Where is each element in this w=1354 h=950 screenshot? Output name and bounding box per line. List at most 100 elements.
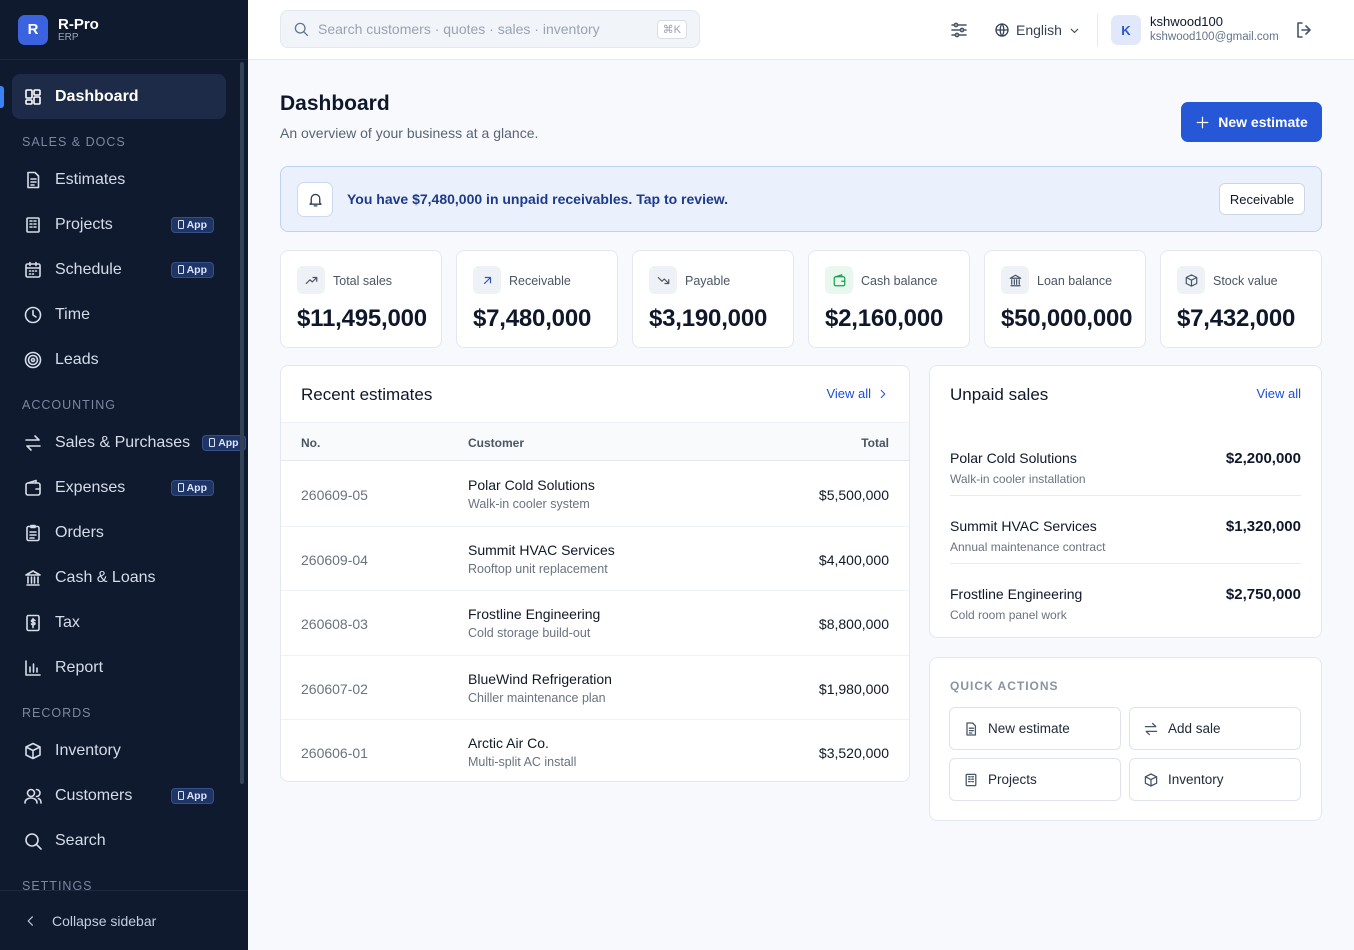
estimate-number: 260606-01 bbox=[301, 745, 368, 761]
nav-item[interactable]: Dashboard bbox=[12, 74, 226, 119]
column-header: No. bbox=[301, 436, 321, 450]
kpi-icon bbox=[473, 266, 501, 294]
quick-action[interactable]: Projects bbox=[949, 758, 1121, 801]
unpaid-item[interactable]: Polar Cold Solutions Walk-in cooler insta… bbox=[950, 428, 1301, 496]
phone-icon bbox=[209, 438, 216, 447]
kpi-card: Stock value $7,432,000 bbox=[1160, 250, 1322, 348]
alert-text: You have $7,480,000 in unpaid receivable… bbox=[347, 191, 729, 207]
receivable-button[interactable]: Receivable bbox=[1219, 183, 1305, 215]
icon bbox=[1185, 273, 1197, 287]
alert-banner[interactable]: You have $7,480,000 in unpaid receivable… bbox=[280, 166, 1322, 232]
divider bbox=[1097, 14, 1098, 46]
column-header: Total bbox=[861, 436, 889, 450]
nav-item[interactable]: Tax bbox=[12, 600, 226, 645]
icon bbox=[1009, 274, 1021, 286]
column-header: Customer bbox=[468, 436, 525, 450]
table-row[interactable]: 260609-04 Summit HVAC Services Rooftop uni… bbox=[281, 527, 909, 591]
nav-item[interactable]: Estimates bbox=[12, 157, 226, 202]
brand[interactable]: R R-Pro ERP bbox=[0, 0, 248, 60]
nav-item[interactable]: Schedule App bbox=[12, 247, 226, 292]
chevron-icon bbox=[880, 389, 886, 398]
shortcut: ⌘K bbox=[656, 20, 687, 39]
filter-button[interactable] bbox=[949, 20, 969, 40]
kpi-card: Cash balance $2,160,000 bbox=[808, 250, 970, 348]
nav-item[interactable]: Search bbox=[12, 818, 226, 863]
nav-label: Projects bbox=[55, 215, 113, 233]
nav-label: Report bbox=[55, 658, 104, 676]
card-title: Unpaid sales bbox=[950, 385, 1049, 404]
active-indicator bbox=[0, 86, 4, 108]
kpi-card: Receivable $7,480,000 bbox=[456, 250, 618, 348]
kpi-label: Cash balance bbox=[861, 274, 938, 288]
kpi-label: Loan balance bbox=[1037, 274, 1113, 288]
table-header: No. Customer Total bbox=[281, 422, 909, 461]
total: $3,520,000 bbox=[818, 745, 889, 761]
description: Multi-split AC install bbox=[468, 755, 577, 769]
amount: $2,750,000 bbox=[1225, 586, 1301, 603]
search-placeholder: Search customers · quotes · sales · inve… bbox=[318, 21, 600, 37]
phone-icon bbox=[177, 220, 184, 229]
icon bbox=[966, 721, 977, 736]
icon bbox=[833, 273, 845, 286]
chevron-icon bbox=[27, 915, 33, 926]
quick-action[interactable]: Add sale bbox=[1129, 707, 1301, 750]
view-all-link[interactable]: View all bbox=[826, 386, 889, 401]
topbar: Search customers · quotes · sales · inve… bbox=[248, 0, 1354, 60]
logout-button[interactable] bbox=[1294, 20, 1314, 40]
table-row[interactable]: 260609-05 Polar Cold Solutions Walk-in coo… bbox=[281, 462, 909, 527]
search-box[interactable]: Search customers · quotes · sales · inve… bbox=[280, 10, 700, 48]
avatar[interactable]: K bbox=[1111, 15, 1141, 45]
nav-section-title: RECORDS bbox=[22, 706, 92, 720]
icon bbox=[25, 434, 41, 451]
nav-item[interactable]: Customers App bbox=[12, 773, 226, 818]
brand-text: R-Pro ERP bbox=[58, 17, 99, 43]
quick-action-label: Add sale bbox=[1168, 721, 1221, 736]
nav-item[interactable]: Report bbox=[12, 645, 226, 690]
table-row[interactable]: 260607-02 BlueWind Refrigeration Chiller m… bbox=[281, 656, 909, 720]
icon bbox=[25, 88, 41, 105]
nav-item[interactable]: Time bbox=[12, 292, 226, 337]
chevron-icon bbox=[1070, 28, 1079, 33]
nav-label: Time bbox=[55, 305, 90, 323]
icon bbox=[26, 216, 40, 233]
nav-label: Schedule bbox=[55, 260, 122, 278]
customer-name: Polar Cold Solutions bbox=[468, 477, 595, 493]
quick-action[interactable]: New estimate bbox=[949, 707, 1121, 750]
phone-icon bbox=[177, 791, 184, 800]
nav-label: Tax bbox=[55, 613, 80, 631]
kpi-value: $7,432,000 bbox=[1177, 305, 1296, 332]
description: Chiller maintenance plan bbox=[468, 690, 606, 705]
nav-item[interactable]: Cash & Loans bbox=[12, 555, 226, 600]
description: Annual maintenance contract bbox=[950, 540, 1106, 554]
icon bbox=[25, 659, 41, 676]
icon bbox=[965, 773, 977, 786]
new-estimate-button[interactable]: New estimate bbox=[1181, 102, 1322, 142]
estimate-number: 260609-05 bbox=[301, 487, 368, 503]
icon bbox=[305, 276, 317, 284]
nav-item[interactable]: Leads bbox=[12, 337, 226, 382]
total: $5,500,000 bbox=[818, 487, 889, 503]
icon bbox=[25, 569, 41, 586]
table-row[interactable]: 260606-01 Arctic Air Co. Multi-split AC in… bbox=[281, 720, 909, 781]
view-all-link[interactable]: View all bbox=[1256, 386, 1301, 401]
icon bbox=[24, 351, 42, 368]
nav-item[interactable]: Sales & Purchases App bbox=[12, 420, 246, 465]
collapse-sidebar[interactable]: Collapse sidebar bbox=[0, 890, 248, 950]
unpaid-item[interactable]: Summit HVAC Services Annual maintenance c… bbox=[950, 496, 1301, 564]
nav-label: Inventory bbox=[55, 741, 121, 759]
recent-estimates: Recent estimates View all No. Customer T… bbox=[280, 365, 910, 782]
language-select[interactable]: English bbox=[994, 0, 1081, 60]
kpi-value: $11,495,000 bbox=[297, 305, 427, 332]
nav-item[interactable]: Projects App bbox=[12, 202, 226, 247]
nav-item[interactable]: Inventory bbox=[12, 728, 226, 773]
table-row[interactable]: 260608-03 Frostline Engineering Cold stora… bbox=[281, 591, 909, 656]
unpaid-item[interactable]: Frostline Engineering Cold room panel wor… bbox=[950, 564, 1301, 632]
customer-name: Summit HVAC Services bbox=[950, 518, 1097, 534]
badge-label: App bbox=[218, 436, 239, 449]
nav-item[interactable]: Expenses App bbox=[12, 465, 226, 510]
estimate-number: 260609-04 bbox=[301, 551, 368, 568]
quick-action[interactable]: Inventory bbox=[1129, 758, 1301, 801]
nav-item[interactable]: Orders bbox=[12, 510, 226, 555]
total: $4,400,000 bbox=[818, 551, 889, 568]
nav-label: Sales & Purchases bbox=[55, 433, 191, 451]
